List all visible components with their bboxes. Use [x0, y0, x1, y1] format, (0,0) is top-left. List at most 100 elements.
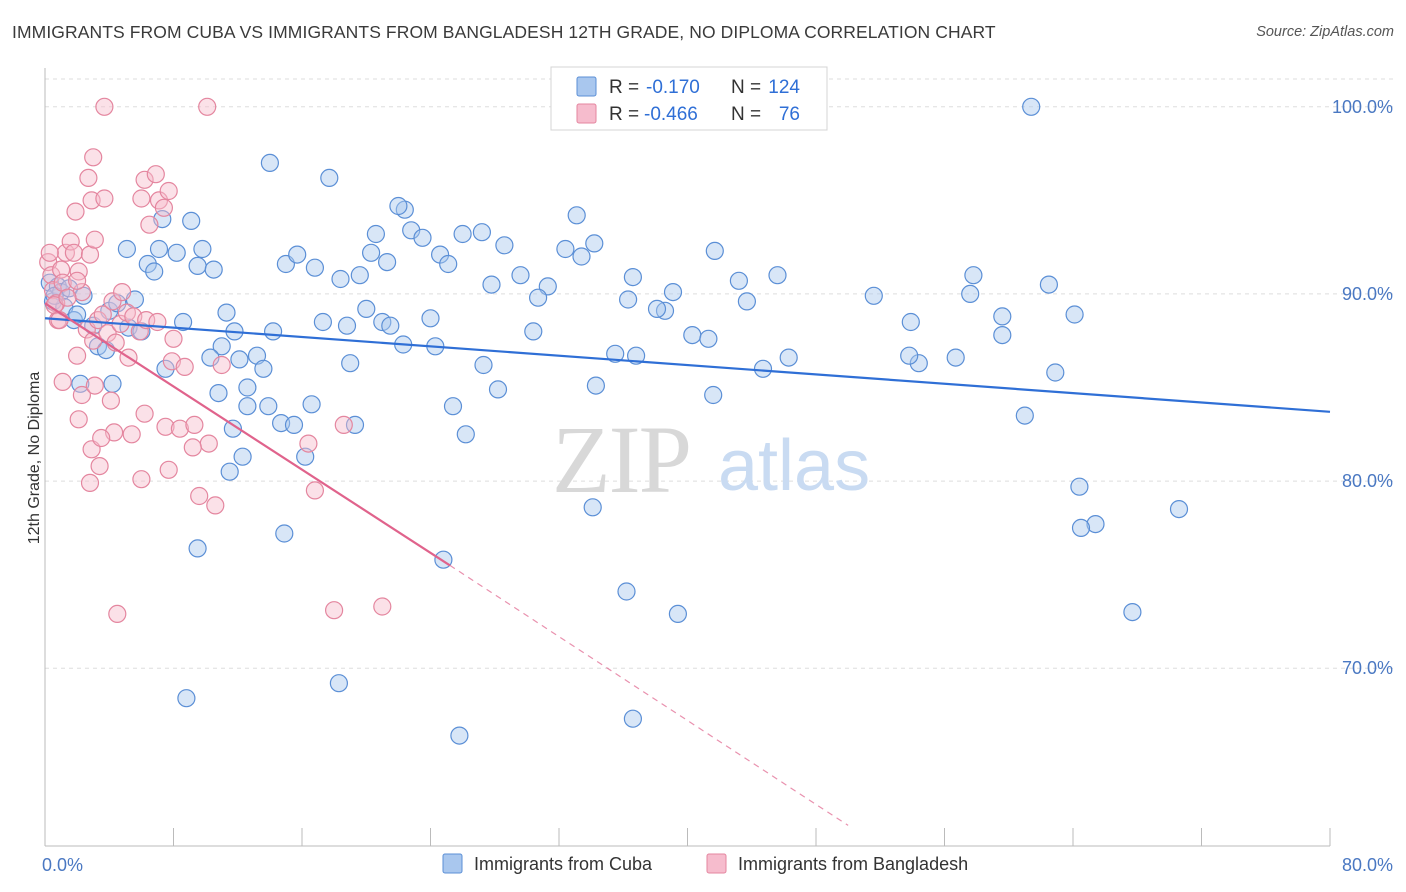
point-cuba: [329, 674, 348, 693]
legend-swatch-cuba: [576, 76, 597, 97]
axes: [44, 68, 1331, 847]
point-cuba: [606, 344, 625, 363]
point-cuba: [993, 307, 1012, 326]
point-bangladesh: [79, 168, 98, 187]
bottom-legend-swatch-cuba: [442, 853, 463, 874]
y-tick-label-70: 70.0%: [1342, 658, 1393, 678]
point-bangladesh: [69, 262, 88, 281]
point-cuba: [212, 337, 231, 356]
point-cuba: [188, 539, 207, 558]
trendline-bangladesh: [44, 302, 451, 567]
point-cuba: [618, 290, 638, 309]
point-bangladesh: [53, 372, 72, 391]
point-cuba: [366, 224, 385, 244]
point-bangladesh: [72, 385, 92, 405]
point-bangladesh: [112, 283, 132, 302]
point-cuba: [450, 726, 469, 745]
point-bangladesh: [156, 417, 175, 436]
point-cuba: [495, 236, 514, 255]
bottom-legend-label-cuba: Immigrants from Cuba: [474, 854, 653, 874]
point-cuba: [421, 309, 440, 328]
point-bangladesh: [67, 271, 87, 290]
point-cuba: [201, 348, 220, 367]
point-cuba: [617, 582, 636, 601]
y-tick-label-80: 80.0%: [1342, 471, 1393, 491]
grid-lines: [45, 78, 1393, 669]
point-bangladesh: [159, 460, 178, 479]
point-bangladesh: [135, 404, 154, 423]
watermark-atlas: atlas: [718, 426, 870, 506]
point-cuba: [174, 312, 193, 332]
point-cuba: [254, 359, 273, 378]
correlation-legend: R = -0.170 N = 124 R = -0.466 N = 76: [550, 66, 828, 131]
point-cuba: [567, 206, 586, 225]
point-bangladesh: [146, 165, 165, 184]
x-tick-label-min: 0.0%: [42, 855, 83, 875]
point-cuba: [663, 283, 683, 302]
point-bangladesh: [183, 438, 202, 457]
bottom-legend-label-bangladesh: Immigrants from Bangladesh: [738, 854, 968, 874]
point-cuba: [1065, 305, 1084, 324]
point-bangladesh: [88, 311, 108, 330]
point-cuba: [909, 354, 928, 373]
watermark: ZIP atlas: [552, 406, 870, 513]
point-cuba: [901, 312, 920, 332]
point-cuba: [1039, 275, 1059, 294]
point-cuba: [585, 234, 604, 253]
point-bangladesh: [92, 428, 111, 448]
point-cuba: [381, 316, 400, 335]
point-cuba: [389, 196, 408, 216]
y-tick-label-90: 90.0%: [1342, 284, 1393, 304]
point-bangladesh: [159, 181, 178, 201]
point-bangladesh: [130, 322, 149, 341]
point-bangladesh: [101, 391, 121, 410]
legend-r-label-bangladesh: R =: [609, 104, 639, 125]
point-cuba: [572, 247, 591, 266]
point-bangladesh: [198, 97, 217, 116]
point-cuba: [233, 447, 252, 466]
point-cuba: [217, 303, 236, 322]
point-bangladesh: [305, 481, 324, 500]
point-cuba: [586, 376, 606, 395]
point-cuba: [209, 384, 228, 403]
point-bangladesh: [135, 170, 154, 189]
point-bangladesh: [170, 419, 189, 438]
legend-r-label-cuba: R =: [609, 77, 639, 98]
point-bangladesh: [90, 457, 109, 476]
point-cuba: [182, 211, 201, 230]
point-cuba: [188, 256, 207, 275]
point-cuba: [556, 239, 575, 259]
point-bangladesh: [185, 415, 204, 434]
point-cuba: [156, 359, 175, 378]
legend-n-value-bangladesh: 76: [779, 104, 800, 125]
point-cuba: [238, 397, 257, 416]
point-cuba: [357, 299, 376, 318]
point-cuba: [1070, 477, 1089, 496]
point-cuba: [413, 228, 432, 247]
point-cuba: [647, 299, 667, 318]
point-bangladesh: [122, 425, 141, 444]
point-cuba: [1086, 514, 1105, 534]
point-cuba: [337, 316, 357, 335]
point-cuba: [453, 224, 472, 244]
point-cuba: [699, 329, 718, 348]
point-bangladesh: [108, 604, 127, 624]
y-tick-label-100: 100.0%: [1332, 97, 1393, 117]
point-bangladesh: [334, 415, 353, 434]
point-bangladesh: [190, 486, 209, 506]
watermark-zip: ZIP: [552, 406, 690, 513]
point-cuba: [288, 245, 307, 264]
point-cuba: [305, 258, 324, 277]
point-cuba: [117, 239, 137, 259]
point-cuba: [362, 243, 381, 262]
point-cuba: [488, 380, 508, 399]
point-cuba: [177, 689, 196, 708]
point-bangladesh: [85, 230, 104, 249]
source-credit: Source: ZipAtlas.com: [1256, 24, 1394, 40]
point-cuba: [511, 266, 530, 285]
point-cuba: [737, 292, 757, 311]
point-cuba: [378, 253, 397, 272]
series-cuba-points: [40, 97, 1189, 745]
point-cuba: [223, 419, 242, 438]
legend-n-label-cuba: N =: [731, 77, 761, 98]
